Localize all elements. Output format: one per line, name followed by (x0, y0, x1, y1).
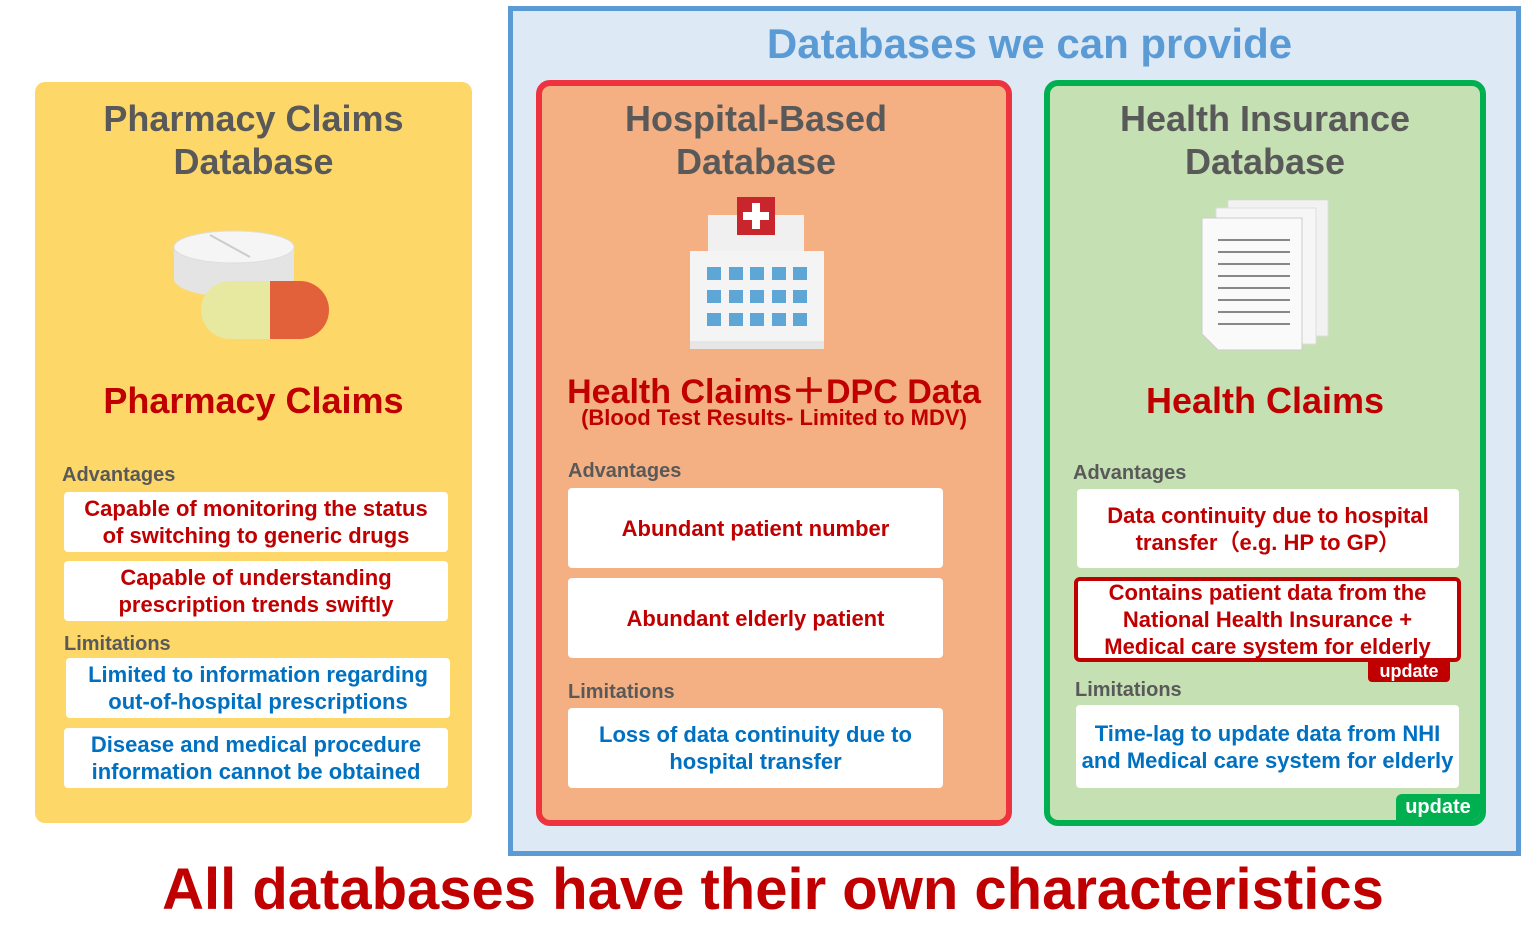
insurance-limitations-label: Limitations (1075, 679, 1182, 701)
title-line: Health Insurance (1119, 98, 1411, 139)
pharmacy-limitation-2: Disease and medical procedure informatio… (64, 728, 448, 788)
conclusion-text: All databases have their own characteris… (162, 857, 1384, 922)
hospital-advantage-1: Abundant patient number (568, 488, 943, 568)
hospital-title: Hospital-Based Database (536, 97, 976, 183)
section-title: Databases we can provide (766, 20, 1293, 67)
insurance-advantage-1: Data continuity due to hospital transfer… (1077, 489, 1459, 568)
title-line: Hospital-Based (624, 98, 888, 139)
documents-icon (1201, 200, 1329, 351)
title-line: Database (173, 141, 334, 182)
advantage-update-tag: update (1368, 660, 1450, 682)
pharmacy-limitations-label: Limitations (64, 633, 171, 655)
pharmacy-limitation-1: Limited to information regarding out-of-… (66, 658, 450, 718)
insurance-data-type: Health Claims (1145, 380, 1385, 421)
pharmacy-title: Pharmacy Claims Database (35, 97, 472, 183)
hospital-data-type: Health Claims＋DPC Data (567, 373, 981, 411)
insurance-advantages-label: Advantages (1073, 462, 1187, 484)
insurance-advantage-2: Contains patient data from the National … (1074, 577, 1461, 662)
title-line: Database (1184, 141, 1346, 182)
hospital-advantage-2: Abundant elderly patient (568, 578, 943, 658)
insurance-limitation-1: Time-lag to update data from NHI and Med… (1076, 705, 1459, 788)
pharmacy-advantage-1: Capable of monitoring the status of swit… (64, 492, 448, 552)
hospital-limitations-label: Limitations (568, 681, 675, 703)
pharmacy-advantage-2: Capable of understanding prescription tr… (64, 561, 448, 621)
pharmacy-data-type: Pharmacy Claims (103, 380, 404, 421)
hospital-icon (690, 197, 824, 349)
panel-update-tag: update (1396, 794, 1480, 820)
hospital-data-note: (Blood Test Results- Limited to MDV) (581, 405, 967, 430)
hospital-advantages-label: Advantages (568, 460, 682, 482)
title-line: Pharmacy Claims (103, 98, 404, 139)
hospital-limitation-1: Loss of data continuity due to hospital … (568, 708, 943, 788)
insurance-title: Health Insurance Database (1044, 97, 1486, 183)
pills-icon (173, 230, 329, 339)
pharmacy-advantages-label: Advantages (62, 464, 176, 486)
title-line: Database (675, 141, 837, 182)
